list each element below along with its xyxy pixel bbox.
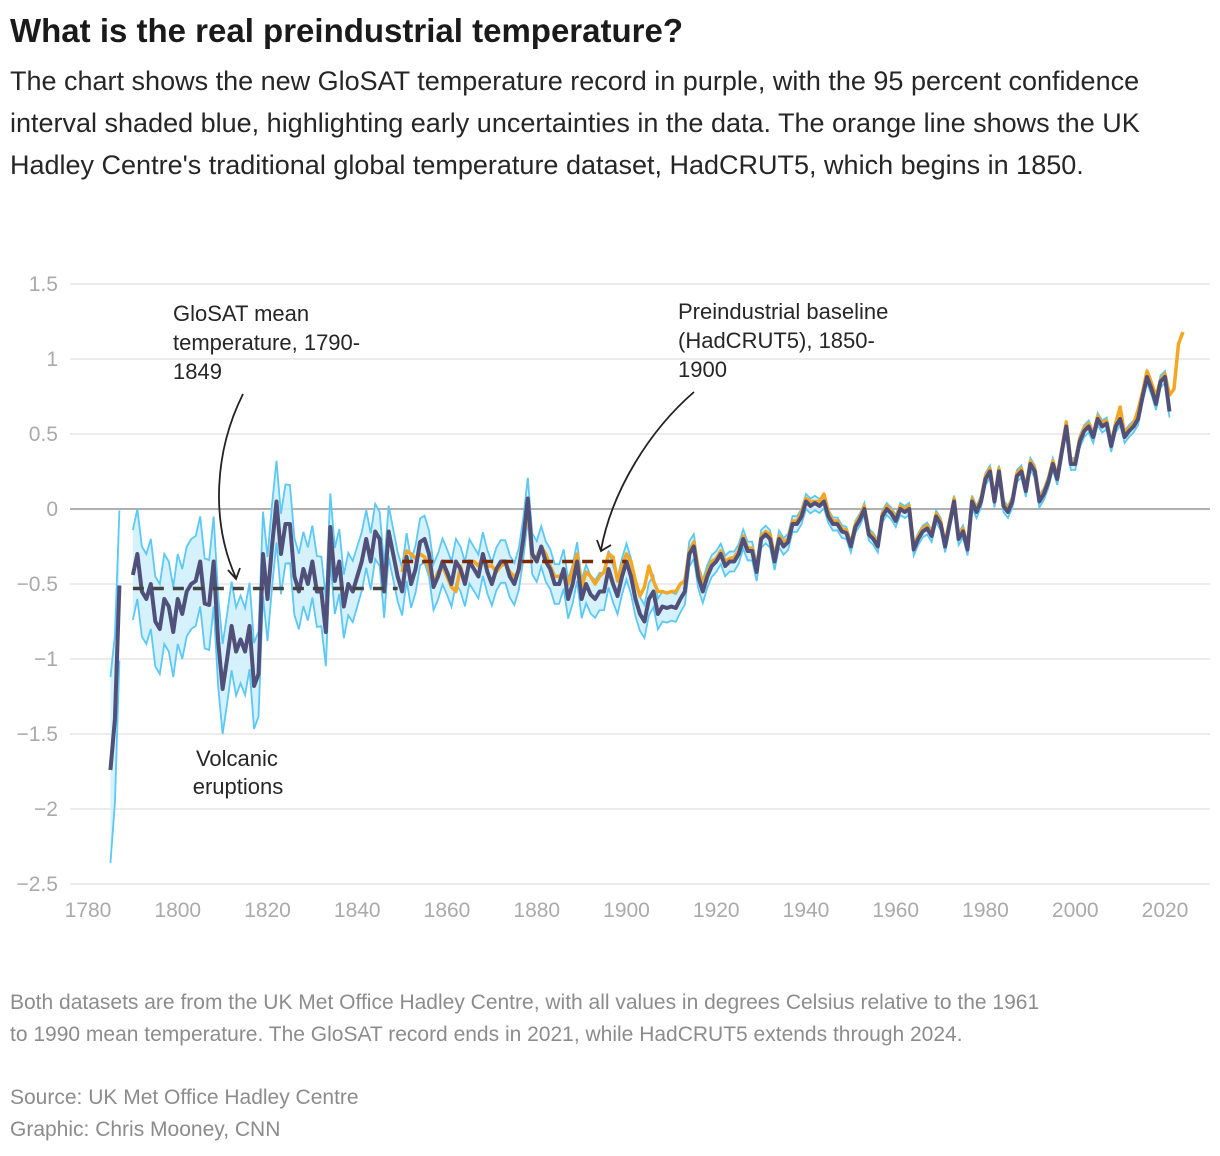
chart-title: What is the real preindustrial temperatu… — [10, 12, 683, 49]
ci-upper-line — [109, 510, 121, 678]
source: Source: UK Met Office Hadley Centre — [10, 1086, 359, 1109]
x-axis-ticks: 1780 1800 1820 1840 1860 1880 1900 1920 1940 1960… — [65, 899, 1189, 922]
glosat-line — [130, 375, 1172, 691]
glosat-line — [108, 585, 122, 771]
y-tick-label: −2 — [34, 798, 58, 821]
arrowhead-icon — [596, 539, 612, 553]
x-tick-label: 1820 — [244, 899, 291, 922]
annotation-glosat-mean: GloSAT mean temperature, 1790- 1849 — [173, 301, 366, 384]
footnote: Both datasets are from the UK Met Office… — [10, 987, 1210, 1051]
reference-lines — [132, 559, 627, 591]
annotations: GloSAT mean temperature, 1790- 1849 Prei… — [173, 299, 894, 799]
y-tick-label: −2.5 — [17, 873, 58, 896]
series-lines — [108, 331, 1185, 771]
x-tick-label: 1980 — [962, 899, 1009, 922]
annotation-arrow-glosat-mean — [218, 393, 244, 579]
y-axis-ticks: 1.5 1 0.5 0 −0.5 −1 −1.5 −2 −2.5 — [17, 273, 58, 896]
x-tick-label: 1900 — [603, 899, 650, 922]
ci-lower-line — [109, 660, 121, 864]
footnote-line: to 1990 mean temperature. The GloSAT rec… — [10, 1023, 963, 1046]
arrowhead-icon — [227, 567, 241, 581]
x-tick-label: 1840 — [334, 899, 381, 922]
x-tick-label: 1860 — [424, 899, 471, 922]
footnote-line: Both datasets are from the UK Met Office… — [10, 991, 1040, 1014]
chart-subtitle: The chart shows the new GloSAT temperatu… — [10, 66, 1140, 180]
source-credit: Source: UK Met Office Hadley Centre Graph… — [10, 1082, 1210, 1146]
annotation-baseline: Preindustrial baseline (HadCRUT5), 1850-… — [678, 299, 894, 382]
y-tick-label: 0 — [46, 498, 58, 521]
y-tick-label: −0.5 — [17, 573, 58, 596]
y-tick-label: −1.5 — [17, 723, 58, 746]
x-tick-label: 2000 — [1052, 899, 1099, 922]
temperature-chart: 1.5 1 0.5 0 −0.5 −1 −1.5 −2 −2.5 1780 1800 1820 184… — [17, 273, 1210, 922]
x-tick-label: 1880 — [513, 899, 560, 922]
x-tick-label: 1960 — [872, 899, 919, 922]
credit: Graphic: Chris Mooney, CNN — [10, 1118, 281, 1141]
annotation-volcanic: Volcanic eruptions — [193, 746, 284, 799]
y-tick-label: −1 — [34, 648, 58, 671]
ci-band — [132, 371, 1170, 734]
x-tick-label: 1940 — [783, 899, 830, 922]
x-tick-label: 1780 — [65, 899, 112, 922]
x-tick-label: 1920 — [693, 899, 740, 922]
y-tick-label: 1 — [46, 348, 58, 371]
x-tick-label: 1800 — [154, 899, 201, 922]
y-tick-label: 1.5 — [29, 273, 58, 296]
annotation-arrow-baseline — [600, 391, 695, 551]
x-tick-label: 2020 — [1142, 899, 1189, 922]
y-tick-label: 0.5 — [29, 423, 58, 446]
